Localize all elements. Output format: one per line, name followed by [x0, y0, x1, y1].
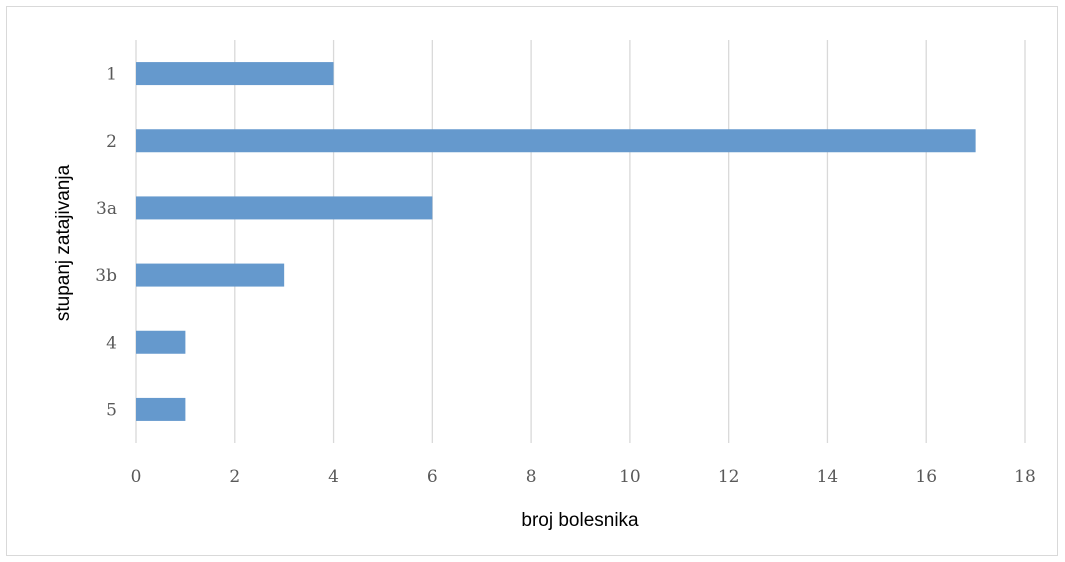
gridlines — [135, 40, 1026, 443]
bar-5 — [136, 397, 186, 421]
x-tick-label: 0 — [131, 467, 142, 487]
bar-4 — [136, 330, 186, 354]
x-tick-label: 18 — [1014, 467, 1036, 487]
y-tick-label: 2 — [106, 132, 117, 152]
bar-1 — [136, 62, 334, 86]
y-tick-label: 3a — [96, 199, 117, 219]
bars — [136, 62, 976, 421]
x-tick-labels: 0 2 4 6 8 10 12 14 16 18 — [131, 467, 1036, 487]
x-tick-label: 6 — [427, 467, 438, 487]
x-axis-title: broj bolesnika — [521, 510, 639, 531]
bar-2 — [136, 129, 976, 153]
x-tick-label: 16 — [915, 467, 937, 487]
y-tick-label: 1 — [106, 65, 117, 85]
y-tick-label: 3b — [95, 266, 117, 286]
bar-3b — [136, 263, 285, 287]
y-tick-labels: 1 2 3a 3b 4 5 — [95, 65, 117, 421]
x-tick-label: 10 — [619, 467, 641, 487]
x-tick-label: 8 — [526, 467, 537, 487]
y-axis-title: stupanj zatajivanja — [53, 164, 74, 321]
y-tick-label: 4 — [106, 333, 117, 353]
bar-3a — [136, 196, 433, 220]
x-tick-label: 4 — [328, 467, 339, 487]
y-tick-label: 5 — [106, 400, 117, 420]
x-tick-label: 2 — [229, 467, 240, 487]
x-tick-label: 14 — [817, 467, 839, 487]
x-tick-label: 12 — [718, 467, 740, 487]
